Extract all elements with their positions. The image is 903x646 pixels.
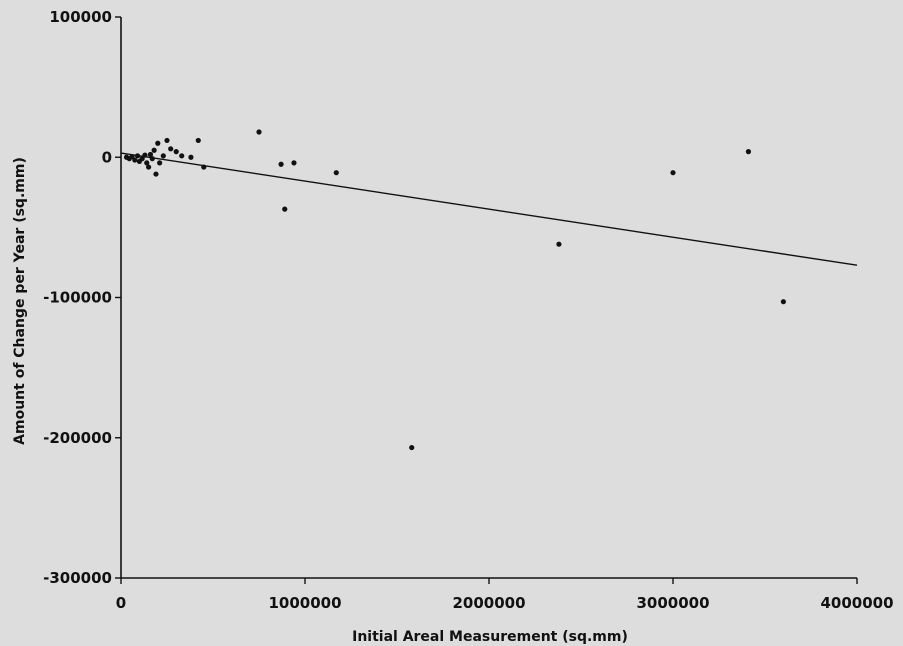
x-tick-label: 2000000: [452, 594, 525, 612]
y-tick-label: 0: [102, 148, 112, 166]
axes: [120, 17, 857, 579]
data-point: [134, 153, 141, 159]
y-tick-label: 100000: [49, 8, 112, 26]
x-tick-label: 1000000: [268, 594, 341, 612]
data-point: [142, 152, 148, 158]
data-point: [153, 171, 159, 177]
data-point: [556, 241, 562, 247]
data-point: [160, 153, 166, 159]
data-point: [256, 129, 262, 135]
data-point: [168, 146, 174, 152]
data-point: [179, 153, 185, 159]
data-point: [195, 137, 201, 144]
data-point: [201, 164, 207, 170]
data-point: [139, 156, 145, 162]
data-point: [670, 170, 676, 176]
data-point: [409, 444, 415, 451]
x-tick-label: 0: [116, 594, 126, 612]
y-axis-title: Amount of Change per Year (sq.mm): [12, 157, 28, 445]
y-tick-label: -200000: [43, 429, 112, 447]
y-tick-label: -100000: [43, 289, 112, 307]
x-tick-label: 4000000: [820, 594, 893, 612]
data-point: [151, 147, 157, 153]
data-point: [780, 299, 787, 305]
data-point: [147, 151, 154, 158]
x-axis-title: Initial Areal Measurement (sq.mm): [352, 629, 628, 645]
data-point: [278, 161, 284, 167]
regression-line: [120, 152, 858, 266]
data-point: [149, 156, 155, 162]
data-point: [164, 137, 170, 144]
x-tick-label: 3000000: [636, 594, 709, 612]
data-point: [291, 160, 297, 166]
y-tick-label: -300000: [43, 569, 112, 587]
data-point: [745, 149, 752, 155]
fit-line-group: [120, 152, 858, 266]
ticks: 1000000-100000-200000-3000000 1000000 2000…: [43, 8, 893, 612]
data-point: [333, 170, 339, 176]
data-point: [132, 157, 138, 163]
data-point: [157, 160, 163, 166]
data-point: [173, 149, 179, 155]
data-point: [282, 206, 288, 212]
data-point: [155, 140, 161, 146]
data-point: [188, 154, 194, 160]
data-point: [146, 164, 152, 170]
data-points: [123, 129, 787, 451]
data-point: [144, 160, 150, 166]
data-point: [129, 153, 135, 160]
